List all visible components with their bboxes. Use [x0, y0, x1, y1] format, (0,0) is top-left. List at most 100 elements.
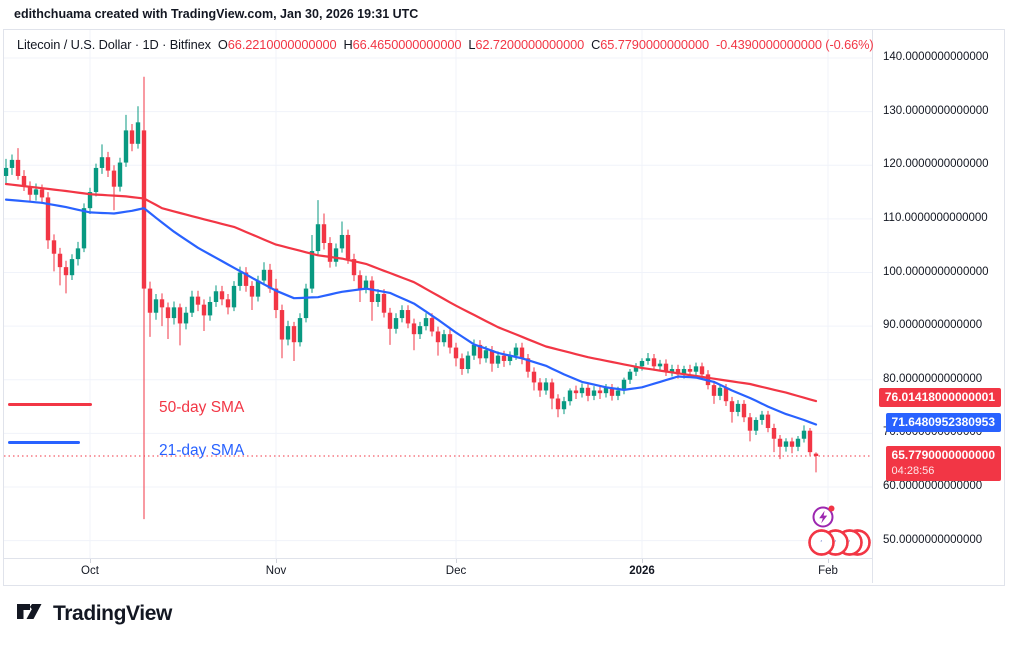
candle-body	[495, 355, 501, 364]
candle-body	[93, 167, 99, 193]
candle-body	[333, 248, 339, 262]
price-axis-label: 130.0000000000000	[883, 104, 989, 117]
candle-body	[513, 347, 519, 356]
candle-body	[591, 390, 597, 396]
flash-event-icon[interactable]	[810, 502, 838, 530]
candle-body	[477, 344, 483, 359]
candle-body	[531, 371, 537, 383]
candle-body	[723, 387, 729, 402]
tradingview-logo-icon	[14, 596, 44, 631]
tradingview-logo[interactable]: TradingView	[14, 596, 172, 631]
time-axis-tick	[276, 559, 277, 563]
ohlc-value: 65.7790000000000	[600, 37, 709, 52]
candle-body	[657, 363, 663, 367]
sma50-label: 50-day SMA	[159, 399, 245, 416]
candle-body	[111, 170, 117, 187]
candle-body	[741, 403, 747, 418]
candle-body	[609, 387, 615, 396]
candle-body	[201, 304, 207, 316]
time-axis-label: Nov	[265, 565, 287, 577]
candle-body	[441, 334, 447, 343]
candle-body	[669, 369, 675, 372]
candle-body	[555, 398, 561, 410]
candle-body	[207, 301, 213, 316]
candle-body	[243, 272, 249, 286]
candle-body	[771, 428, 777, 439]
candle-body	[711, 385, 717, 396]
time-axis[interactable]: Oct Nov Dec 2026 Feb	[4, 558, 1004, 585]
price-axis-label: 120.0000000000000	[883, 158, 989, 171]
candlestick-plot-area[interactable]	[4, 30, 872, 558]
candle-body	[627, 371, 633, 380]
candle-body	[459, 358, 465, 370]
price-axis[interactable]: 140.0000000000000 130.0000000000000 120.00…	[872, 30, 1004, 583]
candle-body	[393, 318, 399, 329]
candle-body	[687, 369, 693, 372]
candle-body	[357, 275, 363, 289]
symbol-title[interactable]: Litecoin / U.S. Dollar · 1D · Bitfinex	[17, 37, 211, 52]
candle-body	[135, 122, 141, 144]
candle-body	[105, 157, 111, 171]
candle-body	[129, 130, 135, 144]
candle-body	[261, 269, 267, 281]
candle-body	[381, 293, 387, 313]
price-axis-label: 60.0000000000000	[883, 480, 983, 492]
time-axis-tick	[90, 559, 91, 563]
last-price-badge: 65.7790000000000 04:28:56	[885, 446, 1001, 481]
candle-body	[99, 157, 105, 168]
candle-body	[309, 251, 315, 289]
ohlc-value: 66.2210000000000	[227, 37, 337, 52]
candle-body	[153, 299, 159, 313]
candle-body	[147, 288, 153, 313]
price-axis-label: 90.0000000000000	[883, 319, 983, 332]
attribution-text: edithchuama created with TradingView.com…	[14, 7, 419, 21]
sma50-price-badge: 76.01418000000001	[878, 388, 1001, 407]
candle-body	[327, 243, 333, 262]
price-axis-label: 50.0000000000000	[883, 533, 983, 546]
candle-body	[375, 293, 381, 302]
candle-body	[297, 318, 303, 343]
us-flag-event-icons[interactable]	[802, 529, 874, 557]
candle-body	[579, 387, 585, 394]
candle-body	[429, 318, 435, 332]
candle-body	[561, 401, 567, 410]
candle-body	[267, 269, 273, 289]
candle-body	[423, 318, 429, 327]
time-axis-label: Oct	[81, 565, 99, 577]
ohlc-letter: C	[591, 37, 601, 52]
candle-body	[315, 224, 321, 252]
sma50-line	[4, 182, 818, 403]
candle-body	[4, 167, 9, 176]
candle-body	[519, 347, 525, 359]
candle-body	[525, 358, 531, 372]
candle-body	[69, 259, 75, 276]
sma21-label: 21-day SMA	[159, 442, 245, 459]
candle-body	[489, 350, 495, 364]
candle-body	[681, 369, 687, 375]
time-axis-tick	[642, 559, 643, 563]
candle-body	[675, 369, 681, 375]
candle-body	[363, 280, 369, 289]
candle-body	[645, 358, 651, 361]
candle-body	[471, 344, 477, 356]
last-price-value: 65.7790000000000	[891, 448, 995, 462]
time-axis-tick	[456, 559, 457, 563]
candle-body	[171, 307, 177, 319]
candlestick-chart[interactable]	[4, 30, 872, 558]
candle-body	[543, 382, 549, 391]
us-flag-coin-icon[interactable]	[808, 529, 835, 556]
candle-body	[759, 414, 765, 420]
candle-body	[81, 208, 87, 249]
candle-body	[621, 379, 627, 391]
price-axis-label: 80.0000000000000	[883, 372, 983, 385]
candle-body	[9, 159, 15, 168]
candle-body	[351, 259, 357, 276]
candle-body	[87, 192, 93, 209]
time-axis-tick	[828, 559, 829, 563]
candle-body	[189, 296, 195, 313]
time-axis-label: Dec	[445, 565, 467, 577]
candle-body	[405, 310, 411, 324]
ohlc-value: 66.4650000000000	[352, 37, 462, 52]
candle-body	[345, 234, 351, 260]
candle-body	[279, 310, 285, 340]
